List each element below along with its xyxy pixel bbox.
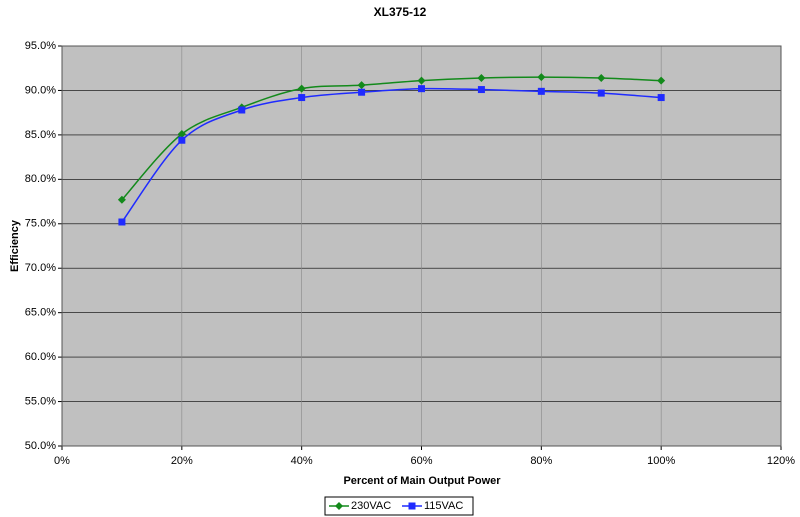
marker [657,94,665,102]
legend-label: 115VAC [424,500,463,512]
y-tick-label: 60.0% [25,351,56,363]
x-tick-label: 60% [410,455,432,467]
y-tick-label: 50.0% [25,440,56,452]
marker [357,81,366,90]
marker [177,130,186,138]
x-tick-label: 0% [54,455,70,467]
y-tick-label: 85.0% [25,129,56,141]
x-tick-label: 20% [171,455,193,467]
x-tick-label: 100% [647,455,675,467]
marker [117,195,126,204]
y-tick-label: 90.0% [25,84,56,96]
marker [657,76,666,85]
y-tick-label: 65.0% [25,307,56,319]
legend-box [324,496,474,516]
y-tick-label: 95.0% [25,40,56,52]
marker [358,88,366,96]
marker [298,94,306,102]
y-tick-label: 80.0% [25,173,56,185]
x-tick-label: 120% [767,455,795,467]
marker [118,218,126,226]
marker [597,89,605,97]
series-line [121,87,662,223]
marker [597,74,606,82]
y-tick-label: 75.0% [25,218,56,230]
y-tick-label: 55.0% [25,395,56,407]
marker [477,86,485,94]
x-tick-label: 40% [291,455,313,467]
plot-border [61,45,782,447]
series-line [121,76,662,201]
legend-label: 230VAC [351,500,391,512]
marker [537,73,546,82]
legend-marker [335,502,343,510]
y-tick-label: 70.0% [25,262,56,274]
marker [418,85,425,93]
legend: 230VAC 115VAC [324,496,474,516]
chart-title: XL375-12 [374,5,427,19]
x-tick-label: 80% [530,455,552,467]
marker [238,106,246,114]
marker [178,136,186,144]
marker [477,74,486,82]
x-axis-label: Percent of Main Output Power [343,475,501,487]
legend-marker [408,502,416,510]
marker [297,84,306,93]
y-axis-label: Efficiency [9,219,21,272]
marker [537,87,545,95]
marker [417,76,426,85]
